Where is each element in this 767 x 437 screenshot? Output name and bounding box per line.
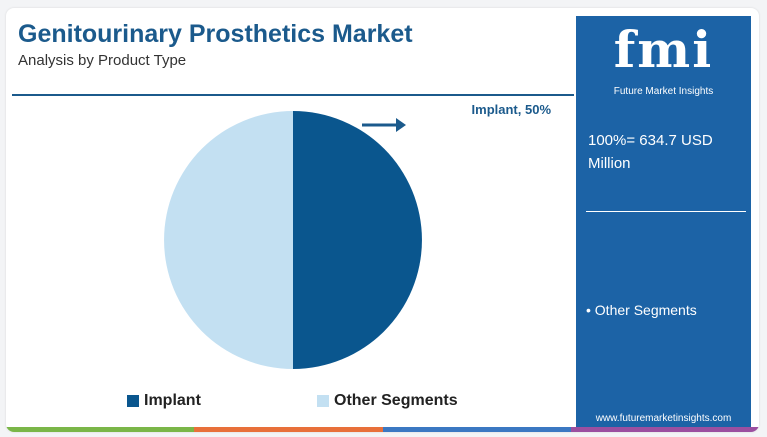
page-subtitle: Analysis by Product Type xyxy=(18,52,187,69)
panel-segment-note: • Other Segments xyxy=(586,302,697,318)
bottom-color-bar xyxy=(6,427,759,432)
annotation-arrow-head xyxy=(396,118,406,132)
market-total: 100%= 634.7 USD Million xyxy=(588,132,713,172)
bottom-bar-segment xyxy=(382,427,571,432)
bottom-bar-segment xyxy=(194,427,383,432)
pie-slice-other-segments xyxy=(164,111,293,369)
fmi-logo: fmi xyxy=(613,20,714,79)
legend-swatch-other-segments xyxy=(317,395,329,407)
website-link[interactable]: www.futuremarketinsights.com xyxy=(595,413,732,424)
legend-item-implant: Implant xyxy=(127,392,201,410)
title-divider xyxy=(12,94,574,96)
chart-card: Genitourinary Prosthetics Market Analysi… xyxy=(6,8,759,432)
info-panel: fmi Future Market Insights 100%= 634.7 U… xyxy=(576,16,751,429)
legend-swatch-implant xyxy=(127,395,139,407)
legend-item-other-segments: Other Segments xyxy=(317,392,458,410)
legend-label-other-segments: Other Segments xyxy=(334,392,458,409)
logo-subtitle: Future Market Insights xyxy=(613,86,714,97)
legend-label-implant: Implant xyxy=(144,392,201,409)
panel-divider xyxy=(586,211,746,212)
page-title: Genitourinary Prosthetics Market xyxy=(18,20,413,48)
pie-slice-implant xyxy=(293,111,422,369)
bottom-bar-segment xyxy=(6,427,195,432)
bottom-bar-segment xyxy=(570,427,759,432)
implant-annotation: Implant, 50% xyxy=(472,102,552,117)
pie-chart: Implant, 50% xyxy=(164,102,552,369)
